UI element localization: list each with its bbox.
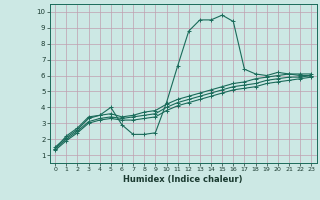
- X-axis label: Humidex (Indice chaleur): Humidex (Indice chaleur): [124, 175, 243, 184]
